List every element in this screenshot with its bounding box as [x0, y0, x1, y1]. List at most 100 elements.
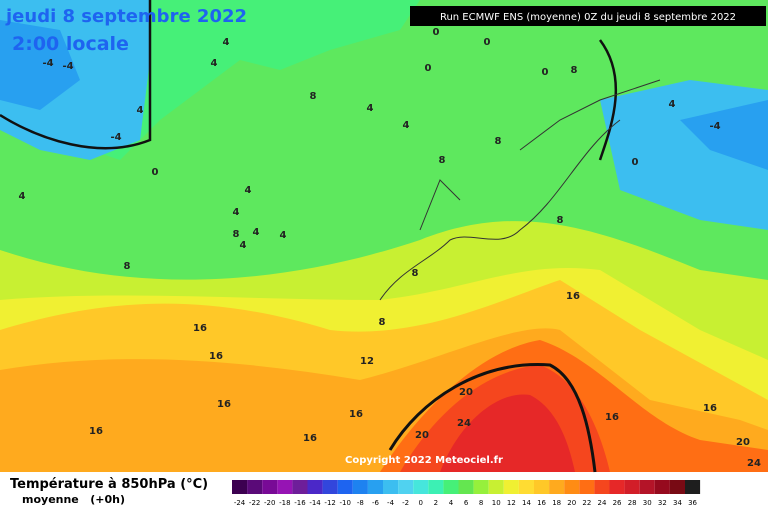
- field-blue-deep: [0, 20, 80, 110]
- contour-label: 0: [152, 167, 159, 178]
- contour-label: 20: [415, 430, 429, 441]
- colorbar-swatch: [367, 480, 383, 494]
- colorbar-label: -2: [402, 499, 409, 507]
- contour-label: 4: [403, 120, 410, 131]
- colorbar-swatch: [398, 480, 414, 494]
- contour-label: 0: [632, 157, 639, 168]
- colorbar-label: 20: [567, 499, 576, 507]
- colorbar-label: -24: [234, 499, 246, 507]
- contour-label: 4: [233, 207, 240, 218]
- contour-label: 16: [89, 426, 103, 437]
- colorbar-label: 18: [552, 499, 561, 507]
- colorbar-swatch: [488, 480, 504, 494]
- colorbar-swatch: [458, 480, 474, 494]
- colorbar-label: 2: [434, 499, 438, 507]
- legend-subtitle: moyenne (+0h): [22, 493, 125, 506]
- isotherm-0: [0, 0, 618, 161]
- contour-label: 16: [703, 403, 717, 414]
- colorbar-label: 16: [537, 499, 546, 507]
- contour-label: 16: [605, 412, 619, 423]
- colorbar-swatch: [609, 480, 625, 494]
- contour-label: 4: [137, 105, 144, 116]
- contour-label: -4: [42, 58, 53, 69]
- colorbar-label: -16: [294, 499, 306, 507]
- contour-label: 4: [245, 185, 252, 196]
- colorbar-label: -14: [309, 499, 321, 507]
- colorbar-swatch: [232, 480, 248, 494]
- contour-label: 8: [557, 215, 564, 226]
- colorbar-label: 34: [673, 499, 682, 507]
- run-banner: [410, 6, 766, 26]
- colorbar-label: 36: [688, 499, 697, 507]
- colorbar-label: 14: [522, 499, 531, 507]
- colorbar-label: 6: [464, 499, 469, 507]
- contour-label: 16: [217, 399, 231, 410]
- contour-label: 0: [433, 27, 440, 38]
- colorbar-swatch: [292, 480, 308, 494]
- contour-label: 16: [349, 409, 363, 420]
- isotherm-20: [388, 363, 597, 473]
- colorbar-swatch: [685, 480, 701, 494]
- colorbar-swatch: [503, 480, 519, 494]
- colorbar-swatch: [277, 480, 293, 494]
- colorbar-label: 4: [449, 499, 454, 507]
- contour-label: 4: [280, 230, 287, 241]
- colorbar-label: 12: [507, 499, 516, 507]
- colorbar-label: 0: [419, 499, 423, 507]
- colorbar-swatch: [639, 480, 655, 494]
- colorbar-label: 8: [479, 499, 483, 507]
- colorbar-swatch: [534, 480, 550, 494]
- colorbar-swatch: [413, 480, 429, 494]
- contour-label: 8: [412, 268, 419, 279]
- colorbar-label: 30: [643, 499, 652, 507]
- legend-title: Température à 850hPa (°C): [10, 477, 208, 492]
- colorbar-swatch: [549, 480, 565, 494]
- colorbar-swatch: [518, 480, 534, 494]
- field-red-deep: [440, 394, 575, 472]
- contour-label: 4: [669, 99, 676, 110]
- contour-label: 4: [240, 240, 247, 251]
- colorbar-label: -22: [249, 499, 260, 507]
- colorbar-label: -10: [340, 499, 351, 507]
- run-info: Run ECMWF ENS (moyenne) 0Z du jeudi 8 se…: [440, 12, 736, 23]
- contour-label: 4: [19, 191, 26, 202]
- colorbar-label: -18: [279, 499, 290, 507]
- colorbar-swatch: [307, 480, 323, 494]
- contour-label: 0: [542, 67, 549, 78]
- contour-label: 16: [566, 291, 580, 302]
- contour-label: 24: [457, 418, 471, 429]
- contour-label: 20: [459, 387, 473, 398]
- colorbar-swatch: [322, 480, 338, 494]
- colorbar-label: -8: [357, 499, 364, 507]
- colorbar-swatch: [352, 480, 368, 494]
- colorbar-label: 32: [658, 499, 667, 507]
- colorbar-swatch: [262, 480, 278, 494]
- colorbar-swatch: [443, 480, 459, 494]
- contour-label: 8: [495, 136, 502, 147]
- contour-label: -4: [709, 121, 720, 132]
- colorbar-swatch: [579, 480, 595, 494]
- contour-label: 12: [360, 356, 374, 367]
- colorbar-label: 22: [582, 499, 591, 507]
- colorbar-swatch: [594, 480, 610, 494]
- colorbar-swatch: [473, 480, 489, 494]
- colorbar-label: 28: [628, 499, 637, 507]
- contour-label: 20: [736, 437, 750, 448]
- contour-label: 8: [124, 261, 131, 272]
- colorbar-swatch: [564, 480, 580, 494]
- contour-label: 4: [211, 58, 218, 69]
- colorbar-swatch: [428, 480, 444, 494]
- contour-label: 4: [367, 103, 374, 114]
- colorbar-label: 26: [613, 499, 622, 507]
- contour-label: 24: [747, 458, 761, 469]
- contour-label: -4: [110, 132, 121, 143]
- colorbar-swatch: [654, 480, 670, 494]
- contour-label: 4: [253, 227, 260, 238]
- contour-label: 0: [425, 63, 432, 74]
- contour-label: 8: [233, 229, 240, 240]
- colorbar-label: -12: [324, 499, 335, 507]
- colorbar-label: 24: [597, 499, 606, 507]
- contour-label: 0: [484, 37, 491, 48]
- date: jeudi 8 septembre 2022: [5, 6, 247, 27]
- contour-label: 16: [209, 351, 223, 362]
